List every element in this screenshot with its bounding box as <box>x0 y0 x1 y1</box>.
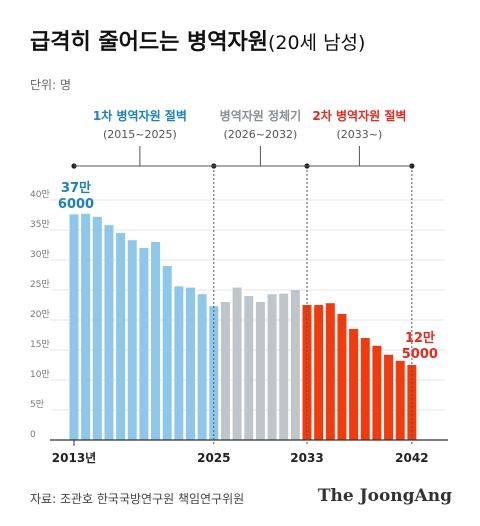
bar <box>244 296 254 440</box>
period-label: 1차 병역자원 절벽 <box>93 108 187 123</box>
period-label: 2차 병역자원 절벽 <box>312 108 406 123</box>
bar <box>232 287 242 440</box>
bar <box>290 290 300 440</box>
bar <box>69 214 79 440</box>
x-tick-label: 2042 <box>395 451 428 465</box>
bar <box>209 306 219 440</box>
start-value-label: 6000 <box>58 197 94 212</box>
y-tick-label: 25만 <box>30 279 50 290</box>
unit-label: 단위: 명 <box>30 78 71 92</box>
y-tick-label: 0 <box>30 430 36 440</box>
bar <box>267 294 277 440</box>
period-label: 병역자원 정체기 <box>220 108 301 123</box>
bar <box>325 303 335 440</box>
bar-chart: 0 5만 10만 15만 20만 25만 30만 35만 40만 1차 병역자원 절벽 (2015~… <box>30 108 448 465</box>
bar <box>255 302 265 440</box>
source-note: 자료: 조관호 한국국방연구원 책임연구위원 <box>30 492 245 506</box>
title-sub: (20세 남성) <box>267 32 366 54</box>
y-tick-label: 5만 <box>30 399 44 410</box>
bar <box>302 305 312 440</box>
bar <box>127 240 137 440</box>
y-tick-label: 20만 <box>30 309 50 320</box>
bar <box>81 213 91 440</box>
end-value-label: 5000 <box>402 347 438 362</box>
bar <box>104 225 114 440</box>
bar <box>279 293 289 440</box>
bar <box>116 233 126 440</box>
bar <box>384 354 394 440</box>
bar <box>372 345 382 440</box>
bar <box>349 329 359 440</box>
bar <box>174 286 184 440</box>
bar <box>186 287 195 440</box>
y-tick-label: 40만 <box>30 189 50 200</box>
title-main: 급격히 줄어드는 병역자원 <box>30 30 268 55</box>
bar <box>337 314 347 440</box>
y-tick-label: 10만 <box>30 369 50 380</box>
end-value-label: 12만 <box>405 330 435 346</box>
bar <box>92 216 102 440</box>
y-tick-label: 35만 <box>30 219 50 230</box>
start-value-label: 37만 <box>61 180 91 196</box>
bar <box>162 266 172 440</box>
bar <box>395 360 405 440</box>
brand-logo: The JoongAng <box>317 486 452 506</box>
x-tick-label: 2033 <box>290 451 323 465</box>
period-range: (2015~2025) <box>103 128 177 141</box>
bar <box>360 338 370 440</box>
y-tick-label: 15만 <box>30 339 50 350</box>
period-range: (2026~2032) <box>224 128 298 141</box>
x-tick-label: 2025 <box>197 451 230 465</box>
y-tick-label: 30만 <box>30 249 50 260</box>
bar <box>139 248 149 440</box>
period-range: (2033~) <box>337 128 383 141</box>
bar <box>220 302 230 440</box>
bar <box>314 305 324 440</box>
bar <box>197 294 207 440</box>
x-tick-label: 2013년 <box>52 451 96 465</box>
bar <box>151 242 161 440</box>
page-title: 급격히 줄어드는 병역자원(20세 남성) <box>30 24 365 56</box>
